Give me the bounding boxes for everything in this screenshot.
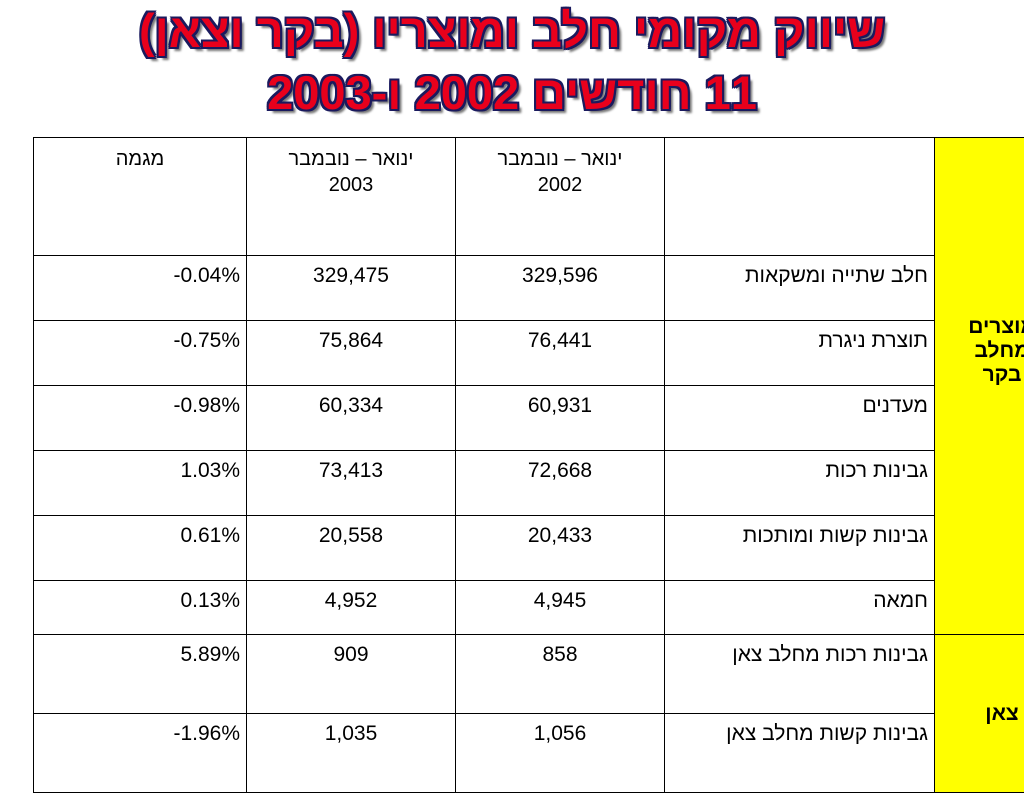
value-2002: 1,056 (456, 714, 665, 793)
value-2003: 73,413 (247, 451, 456, 516)
cell-text: 4,952 (325, 589, 378, 612)
trend: 1.03% (34, 451, 247, 516)
cell-text: תוצרת ניגרת (818, 329, 928, 352)
value-2002: 76,441 (456, 321, 665, 386)
value-2002: 329,596 (456, 256, 665, 321)
value-2002: 60,931 (456, 386, 665, 451)
product-name: גבינות רכות (665, 451, 935, 516)
product-name: גבינות רכות מחלב צאן (665, 635, 935, 714)
trend: -0.04% (34, 256, 247, 321)
header-cell: ינואר – נובמבר 2002 (456, 138, 665, 256)
trend: 0.61% (34, 516, 247, 581)
value-2002: 72,668 (456, 451, 665, 516)
cell-text: חלב שתייה ומשקאות (745, 264, 928, 287)
value-2003: 20,558 (247, 516, 456, 581)
header-cell: מגמה (34, 138, 247, 256)
cell-text: גבינות רכות מחלב צאן (732, 643, 928, 666)
trend: -0.75% (34, 321, 247, 386)
cell-text: -0.75% (173, 329, 240, 352)
data-row: גבינות קשות ומותכות 20,433 20,558 0.61% (34, 516, 1024, 581)
cell-text: -0.98% (173, 394, 240, 417)
cell-text: 5.89% (180, 643, 240, 666)
cell-text: 75,864 (319, 329, 383, 352)
cell-text: 1.03% (180, 459, 240, 482)
cell-text: מוצרים מחלב בקר (957, 315, 1024, 387)
cell-text: ינואר – נובמבר 2002 (478, 146, 643, 198)
cell-text: גבינות קשות ומותכות (743, 524, 928, 547)
trend: -1.96% (34, 714, 247, 793)
slide: שיווק מקומי חלב ומוצריו (בקר וצאן) 11 חו… (0, 0, 1024, 768)
cell-text: 60,931 (528, 394, 592, 417)
title-line: שיווק מקומי חלב ומוצריו (בקר וצאן) (0, 0, 1024, 62)
value-2003: 75,864 (247, 321, 456, 386)
cell-text: 0.61% (180, 524, 240, 547)
cell-text: -1.96% (173, 722, 240, 745)
cell-text: 4,945 (534, 589, 587, 612)
cell-text: 909 (333, 643, 368, 666)
value-2002: 20,433 (456, 516, 665, 581)
data-table: מוצרים מחלב בקר ינואר – נובמבר 2002 ינואר … (33, 137, 1024, 793)
slide-title: שיווק מקומי חלב ומוצריו (בקר וצאן) 11 חו… (0, 0, 1024, 124)
trend: 5.89% (34, 635, 247, 714)
value-2003: 909 (247, 635, 456, 714)
cell-text: 0.13% (180, 589, 240, 612)
cell-text: 76,441 (528, 329, 592, 352)
data-row: מעדנים 60,931 60,334 -0.98% (34, 386, 1024, 451)
cell-text: 329,475 (313, 264, 389, 287)
cell-text: גבינות קשות מחלב צאן (726, 722, 928, 745)
cell-text: 72,668 (528, 459, 592, 482)
data-row: תוצרת ניגרת 76,441 75,864 -0.75% (34, 321, 1024, 386)
group-cell: מוצרים מחלב בקר (935, 138, 1024, 635)
cell-text: מגמה (58, 146, 223, 172)
data-row: גבינות קשות מחלב צאן 1,056 1,035 -1.96% (34, 714, 1024, 793)
group-cell: צאן (935, 635, 1024, 793)
header-cell: ינואר – נובמבר 2003 (247, 138, 456, 256)
value-2003: 1,035 (247, 714, 456, 793)
cell-text: ינואר – נובמבר 2003 (269, 146, 434, 198)
value-2003: 60,334 (247, 386, 456, 451)
title-line: 11 חודשים 2002 ו-2003 (0, 62, 1024, 124)
cell-text: צאן (957, 702, 1024, 726)
cell-text: גבינות רכות (826, 459, 928, 482)
product-name: גבינות קשות מחלב צאן (665, 714, 935, 793)
product-name: גבינות קשות ומותכות (665, 516, 935, 581)
trend: 0.13% (34, 581, 247, 635)
cell-text: 1,056 (534, 722, 587, 745)
data-row: חלב שתייה ומשקאות 329,596 329,475 -0.04% (34, 256, 1024, 321)
cell-text: 73,413 (319, 459, 383, 482)
cell-text: חמאה (873, 589, 928, 612)
data-row: חמאה 4,945 4,952 0.13% (34, 581, 1024, 635)
cell-text: 60,334 (319, 394, 383, 417)
data-row: גבינות רכות 72,668 73,413 1.03% (34, 451, 1024, 516)
cell-text: 20,558 (319, 524, 383, 547)
product-name: חלב שתייה ומשקאות (665, 256, 935, 321)
value-2003: 4,952 (247, 581, 456, 635)
value-2002: 858 (456, 635, 665, 714)
value-2003: 329,475 (247, 256, 456, 321)
cell-text: 1,035 (325, 722, 378, 745)
cell-text: מעדנים (862, 394, 928, 417)
trend: -0.98% (34, 386, 247, 451)
cell-text: 329,596 (522, 264, 598, 287)
product-name: חמאה (665, 581, 935, 635)
cell-text: -0.04% (173, 264, 240, 287)
cell-text: 20,433 (528, 524, 592, 547)
product-name: מעדנים (665, 386, 935, 451)
header-cell (665, 138, 935, 256)
product-name: תוצרת ניגרת (665, 321, 935, 386)
cell-text: 858 (542, 643, 577, 666)
value-2002: 4,945 (456, 581, 665, 635)
